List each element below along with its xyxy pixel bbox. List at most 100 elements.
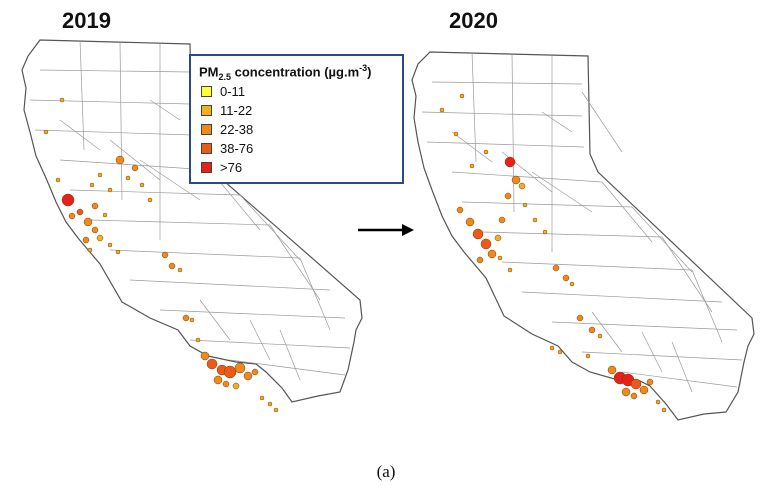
monitor-point bbox=[630, 392, 638, 400]
monitor-point bbox=[504, 192, 512, 200]
monitor-point bbox=[456, 206, 464, 214]
monitor-point bbox=[195, 337, 201, 343]
monitor-point bbox=[511, 175, 521, 185]
monitor-point bbox=[251, 368, 259, 376]
county-line bbox=[601, 181, 653, 243]
map-2020-group bbox=[411, 51, 755, 421]
monitor-point bbox=[139, 182, 145, 188]
county-line bbox=[426, 141, 585, 148]
monitor-point bbox=[115, 155, 125, 165]
year-label-2019: 2019 bbox=[62, 8, 111, 33]
legend-title-sub: 2.5 bbox=[218, 71, 232, 82]
county-line bbox=[671, 341, 693, 393]
county-line bbox=[59, 119, 101, 151]
county-line bbox=[129, 279, 331, 291]
county-line bbox=[481, 231, 663, 238]
monitor-point bbox=[607, 365, 617, 375]
legend-swatch bbox=[201, 85, 212, 97]
county-line bbox=[299, 257, 331, 331]
monitor-point bbox=[267, 401, 273, 407]
legend: PM2.5 concentration (µg.m-3) 0-11 11-22 … bbox=[189, 54, 404, 184]
county-line bbox=[239, 194, 301, 261]
monitor-point bbox=[61, 193, 75, 207]
county-line bbox=[541, 111, 573, 133]
monitor-point bbox=[161, 251, 169, 259]
legend-title-end: ) bbox=[367, 64, 372, 80]
monitor-point bbox=[562, 274, 570, 282]
monitor-point bbox=[91, 226, 99, 234]
county-line bbox=[431, 81, 583, 85]
county-line bbox=[591, 311, 623, 353]
county-line bbox=[229, 359, 346, 376]
county-line bbox=[551, 321, 738, 331]
legend-item: 11-22 bbox=[201, 102, 253, 118]
monitor-point bbox=[569, 281, 575, 287]
monitor-point bbox=[549, 345, 555, 351]
legend-swatch bbox=[201, 142, 212, 154]
monitor-point bbox=[557, 349, 563, 355]
right-arrow-icon bbox=[358, 224, 414, 236]
county-line bbox=[69, 189, 241, 196]
monitor-point bbox=[83, 217, 93, 227]
monitor-point bbox=[59, 97, 65, 103]
monitor-point bbox=[507, 267, 513, 273]
monitor-point bbox=[459, 93, 465, 99]
monitor-point bbox=[498, 216, 506, 224]
county-line bbox=[521, 291, 723, 303]
legend-title-sup: -3 bbox=[359, 63, 368, 73]
monitor-point bbox=[522, 202, 528, 208]
monitor-point bbox=[621, 387, 631, 397]
legend-title-pm: PM bbox=[199, 64, 219, 80]
county-line bbox=[109, 139, 161, 181]
county-line bbox=[199, 299, 231, 341]
monitor-point bbox=[259, 395, 265, 401]
county-line bbox=[119, 41, 123, 201]
county-line bbox=[79, 39, 85, 151]
county-line bbox=[269, 224, 321, 301]
monitor-point bbox=[91, 202, 99, 210]
monitor-point bbox=[68, 212, 76, 220]
monitor-point bbox=[243, 371, 253, 381]
state-outline-2020 bbox=[411, 51, 755, 421]
monitor-point bbox=[661, 407, 667, 413]
monitor-point bbox=[469, 163, 475, 169]
legend-swatch bbox=[201, 123, 212, 135]
legend-label: 0-11 bbox=[220, 83, 246, 99]
monitor-point bbox=[125, 175, 131, 181]
county-line bbox=[421, 111, 583, 117]
monitor-point bbox=[576, 314, 584, 322]
county-line bbox=[159, 309, 346, 319]
county-line bbox=[189, 339, 351, 349]
monitor-point bbox=[97, 172, 103, 178]
monitor-point bbox=[504, 156, 516, 168]
county-line bbox=[581, 91, 623, 153]
monitor-point bbox=[82, 236, 90, 244]
monitor-point bbox=[222, 380, 230, 388]
monitor-point bbox=[273, 407, 279, 413]
county-line bbox=[34, 129, 193, 136]
monitor-point bbox=[89, 182, 95, 188]
county-line bbox=[621, 371, 738, 388]
legend-label: 11-22 bbox=[220, 102, 253, 118]
monitor-point bbox=[655, 399, 661, 405]
county-line bbox=[471, 51, 477, 163]
monitor-point bbox=[189, 317, 195, 323]
monitor-point bbox=[232, 382, 240, 390]
monitor-point bbox=[639, 385, 649, 395]
year-label-2020: 2020 bbox=[449, 8, 498, 33]
county-line bbox=[511, 53, 515, 213]
monitor-point bbox=[76, 208, 84, 216]
figure-caption: (a) bbox=[376, 462, 396, 481]
legend-title-text: concentration (µg.m bbox=[231, 64, 360, 80]
county-line bbox=[641, 331, 663, 373]
monitor-point bbox=[585, 353, 591, 359]
legend-label: 38-76 bbox=[220, 140, 254, 156]
monitor-point bbox=[168, 262, 176, 270]
monitor-point bbox=[439, 107, 445, 113]
monitor-point bbox=[630, 378, 642, 390]
legend-swatch bbox=[201, 161, 212, 173]
county-line bbox=[631, 206, 693, 273]
monitor-point bbox=[497, 255, 503, 261]
